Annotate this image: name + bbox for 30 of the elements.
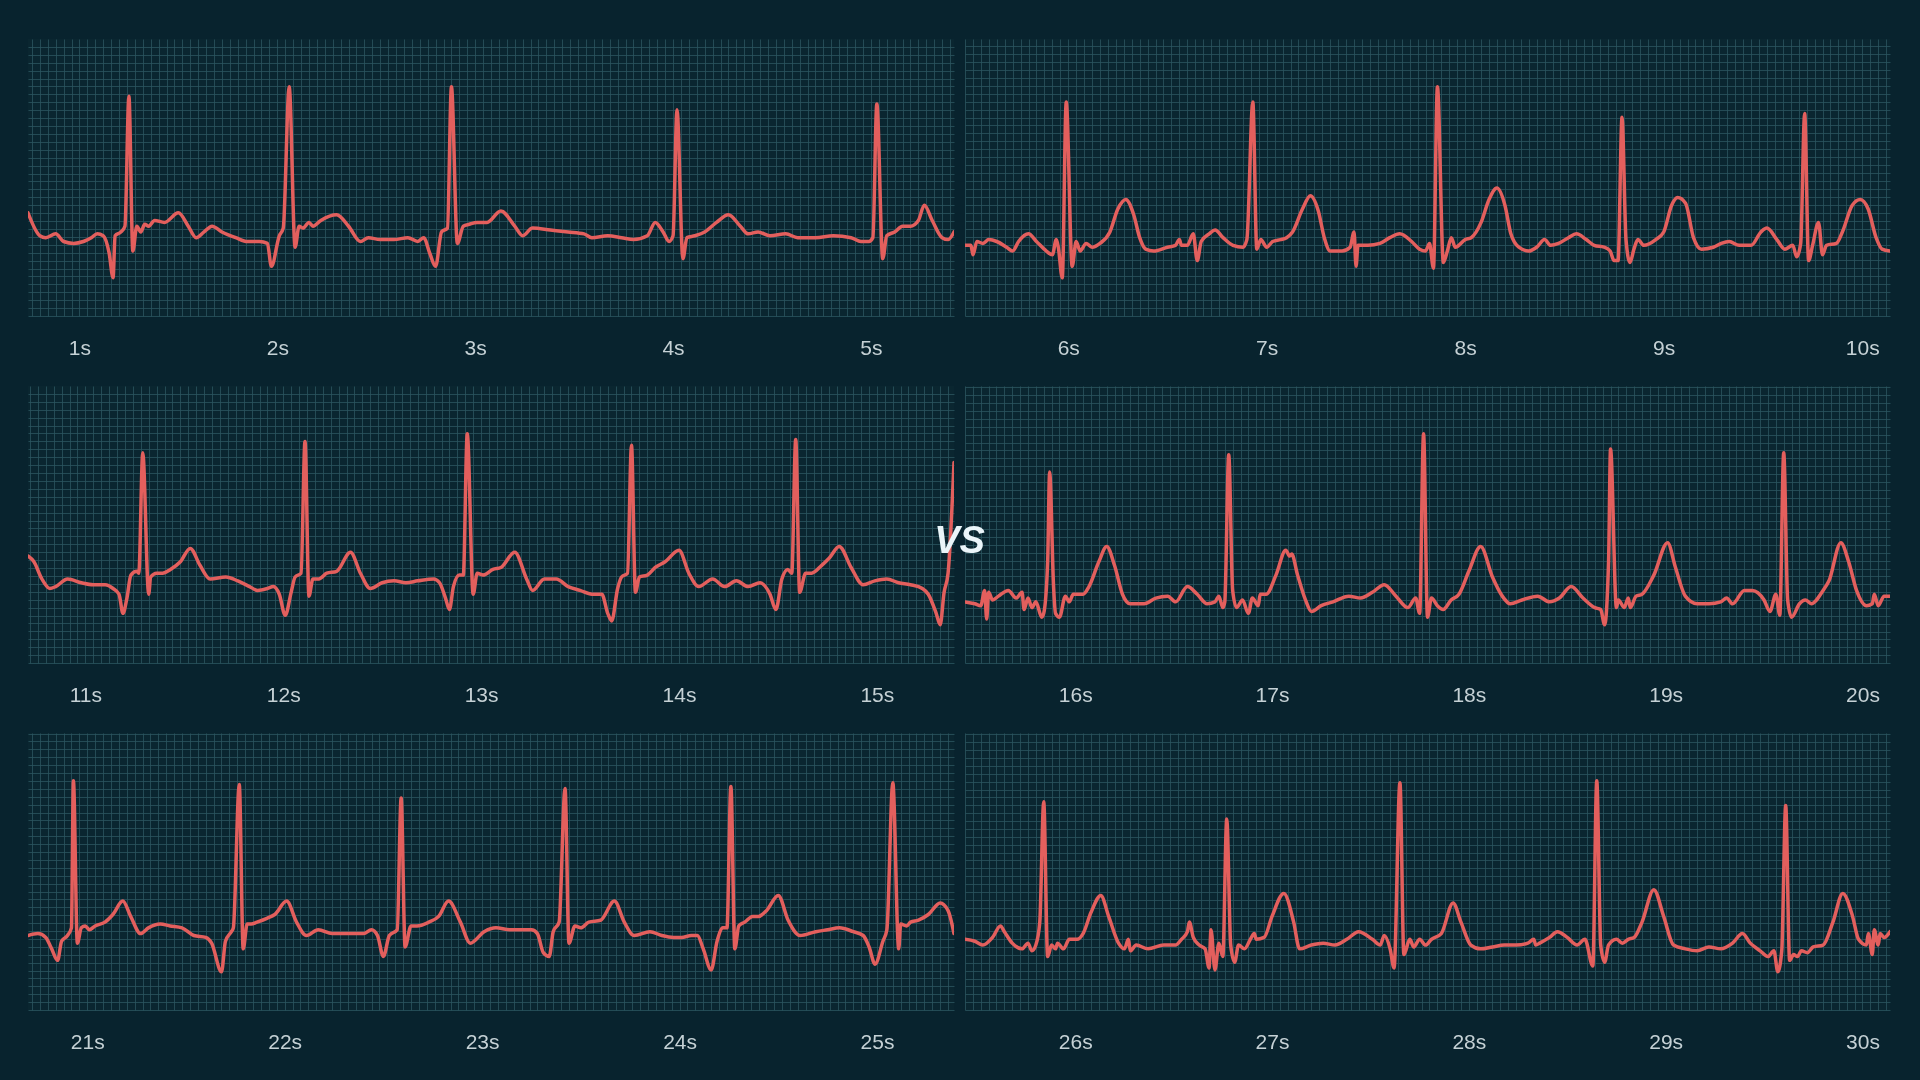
x-tick-label: 14s: [662, 682, 697, 706]
x-tick-label: 22s: [268, 1029, 303, 1053]
x-tick-label: 21s: [70, 1029, 105, 1053]
x-tick-label: 12s: [266, 682, 301, 706]
x-tick-label: 20s: [1846, 682, 1880, 706]
x-tick-label: 18s: [1452, 682, 1487, 706]
x-tick-label: 24s: [663, 1029, 697, 1053]
x-tick-label: 25s: [860, 1029, 895, 1053]
x-tick-label: 11s: [69, 682, 103, 706]
x-tick-label: 27s: [1255, 1029, 1290, 1053]
x-tick-label: 9s: [1653, 335, 1676, 359]
x-tick-label: 10s: [1845, 335, 1880, 359]
x-tick-label: 13s: [464, 682, 499, 706]
x-tick-label: 4s: [662, 335, 685, 359]
x-tick-label: 6s: [1057, 335, 1080, 359]
x-tick-label: 7s: [1256, 335, 1279, 359]
x-tick-label: 26s: [1058, 1029, 1093, 1053]
x-tick-label: 15s: [860, 682, 895, 706]
x-tick-label: 5s: [860, 335, 883, 359]
x-tick-label: 29s: [1649, 1029, 1684, 1053]
x-tick-label: 3s: [464, 335, 487, 359]
x-tick-label: 19s: [1649, 682, 1684, 706]
x-tick-label: 1s: [68, 335, 92, 359]
x-tick-label: 30s: [1846, 1029, 1880, 1053]
x-tick-label: 23s: [465, 1029, 500, 1053]
x-tick-label: 2s: [266, 335, 289, 359]
x-tick-label: 17s: [1255, 682, 1290, 706]
x-tick-label: 16s: [1058, 682, 1093, 706]
x-tick-label: 28s: [1452, 1029, 1487, 1053]
x-tick-label: 8s: [1454, 335, 1477, 359]
